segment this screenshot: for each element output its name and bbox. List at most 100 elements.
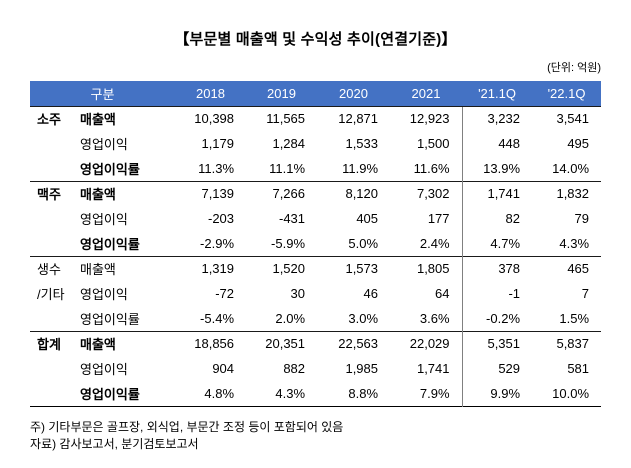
table-row: 영업이익 -203 -431 405 177 82 79: [30, 206, 601, 231]
footnote-line-2: 자료) 감사보고서, 분기검토보고서: [30, 436, 199, 451]
value-cell: 7,266: [246, 180, 318, 206]
footnotes: 주) 기타부문은 골프장, 외식업, 부문간 조정 등이 포함되어 있음 자료)…: [30, 419, 631, 454]
footnote-line-1: 주) 기타부문은 골프장, 외식업, 부문간 조정 등이 포함되어 있음: [30, 419, 344, 434]
value-cell: 22,029: [390, 330, 463, 356]
header-row: 구분 2018 2019 2020 2021 '21.1Q '22.1Q: [30, 81, 602, 107]
value-cell: 3.0%: [348, 310, 379, 326]
value-cell: 378: [461, 255, 533, 281]
table-row: 영업이익 904 882 1,985 1,741 529 581: [30, 356, 601, 381]
value-cell: 9.9%: [461, 381, 533, 406]
metric-label: 영업이익: [80, 137, 128, 152]
metric-label: 영업이익: [80, 287, 128, 302]
value-cell: 2.0%: [275, 310, 306, 326]
unit-note: (단위: 억원): [547, 62, 601, 74]
value-cell: 5,351: [461, 330, 533, 356]
segment-label: 합계: [30, 330, 75, 406]
table-row: 합계 매출액 18,856 20,351 22,563 22,029 5,351 5,837: [30, 330, 602, 406]
page-title: 【부문별 매출액 및 수익성 추이(연결기준)】: [174, 31, 457, 48]
metric-label: 매출액: [75, 180, 176, 206]
value-cell: 465: [532, 255, 602, 281]
value-cell: 7,139: [175, 180, 247, 206]
metric-label: 영업이익률: [80, 386, 140, 402]
value-cell: 82: [461, 206, 533, 231]
value-cell: 1,533: [345, 136, 379, 151]
value-cell: 1,319: [175, 255, 247, 281]
value-cell: 7: [581, 286, 590, 301]
metric-label: 영업이익률: [80, 161, 140, 177]
segment-label: 생수 /기타: [30, 255, 75, 331]
metric-label: 영업이익률: [80, 311, 140, 327]
metric-label: 매출액: [75, 255, 176, 281]
value-cell: 79: [574, 211, 590, 226]
value-cell: 581: [567, 361, 590, 376]
value-cell: 448: [461, 131, 533, 156]
value-cell: 3,232: [461, 106, 533, 131]
metric-label: 매출액: [75, 330, 176, 356]
metric-label: 매출액: [80, 112, 116, 128]
value-cell: 8,120: [317, 180, 391, 206]
segment-label: 소주: [37, 111, 61, 127]
value-cell: -5.9%: [271, 235, 306, 251]
value-cell: 11.3%: [198, 160, 235, 176]
value-cell: 882: [283, 361, 306, 376]
value-cell: 12,923: [409, 111, 450, 127]
value-cell: 7,302: [390, 180, 463, 206]
value-cell: 3.6%: [419, 310, 450, 326]
column-header-21-1q: '21.1Q: [462, 81, 533, 107]
value-cell: 1,985: [345, 361, 379, 376]
column-header-2019: 2019: [246, 81, 318, 107]
column-header-2020: 2020: [317, 81, 391, 107]
value-cell: 1,500: [416, 136, 450, 151]
value-cell: 1,805: [390, 255, 463, 281]
value-cell: 177: [427, 211, 450, 226]
value-cell: 405: [356, 211, 379, 226]
value-cell: 13.9%: [461, 156, 533, 181]
value-cell: 46: [363, 286, 379, 301]
value-cell: 2.4%: [419, 235, 450, 251]
value-cell: 495: [567, 136, 590, 151]
table-row: 영업이익률 4.8% 4.3% 8.8% 7.9% 9.9% 10.0%: [30, 381, 601, 406]
value-cell: 7.9%: [419, 385, 450, 401]
segment-label: 맥주: [30, 180, 75, 256]
table-row: 영업이익률 -5.4% 2.0% 3.0% 3.6% -0.2% 1.5%: [30, 306, 601, 331]
value-cell: 4.3%: [559, 235, 590, 251]
table-row: 생수 /기타 매출액 1,319 1,520 1,573 1,805 378 465: [30, 255, 602, 331]
value-cell: 4.7%: [461, 231, 533, 256]
value-cell: 3,541: [556, 111, 590, 127]
table-row: 소주 매출액 10,398 11,565 12,871 12,923 3,232 3,541: [30, 106, 601, 131]
value-cell: 30: [290, 286, 306, 301]
value-cell: 22,563: [317, 330, 391, 356]
table-row: 영업이익률 -2.9% -5.9% 5.0% 2.4% 4.7% 4.3%: [30, 231, 601, 256]
value-cell: 1,741: [461, 180, 533, 206]
value-cell: 1,832: [532, 180, 602, 206]
value-cell: 11,565: [266, 111, 306, 127]
value-cell: 1,284: [272, 136, 306, 151]
value-cell: 4.8%: [204, 385, 235, 401]
value-cell: 11.1%: [269, 160, 306, 176]
column-header-2018: 2018: [175, 81, 247, 107]
value-cell: 12,871: [338, 111, 379, 127]
metric-label: 영업이익률: [80, 236, 140, 252]
value-cell: -1: [461, 281, 533, 306]
value-cell: -203: [207, 211, 235, 226]
value-cell: -72: [215, 286, 235, 301]
value-cell: 529: [461, 356, 533, 381]
value-cell: 5.0%: [348, 235, 379, 251]
column-header-2021: 2021: [390, 81, 463, 107]
value-cell: -0.2%: [461, 306, 533, 331]
value-cell: -5.4%: [200, 310, 235, 326]
value-cell: 20,351: [246, 330, 318, 356]
value-cell: 18,856: [175, 330, 247, 356]
table-row: 영업이익 1,179 1,284 1,533 1,500 448 495: [30, 131, 601, 156]
value-cell: 1,573: [317, 255, 391, 281]
value-cell: 1,741: [416, 361, 450, 376]
value-cell: 64: [435, 286, 450, 301]
table-body: 소주 매출액 10,398 11,565 12,871 12,923 3,232 3,541 영…: [30, 106, 602, 406]
category-header: 구분: [30, 81, 176, 107]
value-cell: 8.8%: [348, 385, 379, 401]
table-row: 영업이익률 11.3% 11.1% 11.9% 11.6% 13.9% 14.0%: [30, 156, 601, 181]
value-cell: -2.9%: [200, 235, 235, 251]
table-row: 영업이익 -72 30 46 64 -1 7: [30, 281, 601, 306]
